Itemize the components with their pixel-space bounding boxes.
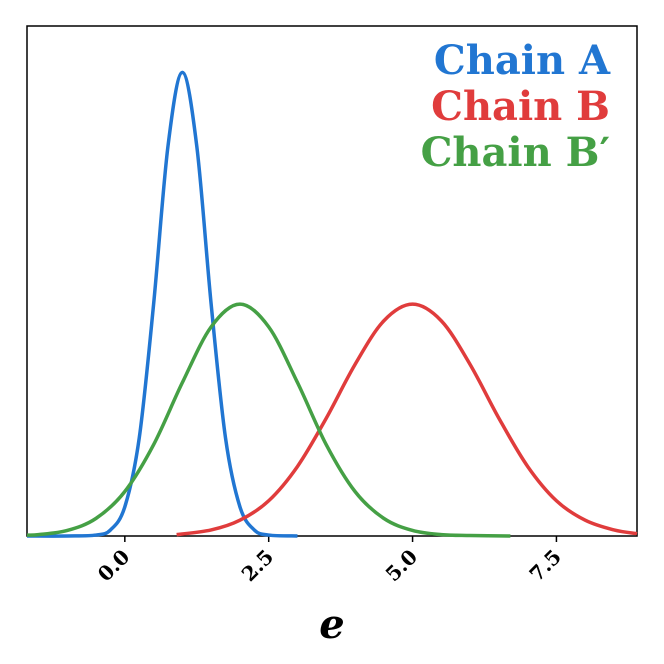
x-tick-label: 2.5 <box>237 545 279 587</box>
legend-entry: Chain B <box>431 83 610 130</box>
density-line <box>176 302 638 537</box>
x-tick-label: 0.0 <box>93 545 135 587</box>
density-line <box>26 70 298 538</box>
legend-entry: Chain A <box>434 37 611 84</box>
x-tick-label: 5.0 <box>381 545 423 587</box>
x-tick-label: 7.5 <box>524 545 566 587</box>
legend-entry: Chain B′ <box>421 129 610 176</box>
plot-frame <box>26 25 638 537</box>
x-axis-label: e <box>319 601 344 648</box>
density-line <box>26 302 511 538</box>
